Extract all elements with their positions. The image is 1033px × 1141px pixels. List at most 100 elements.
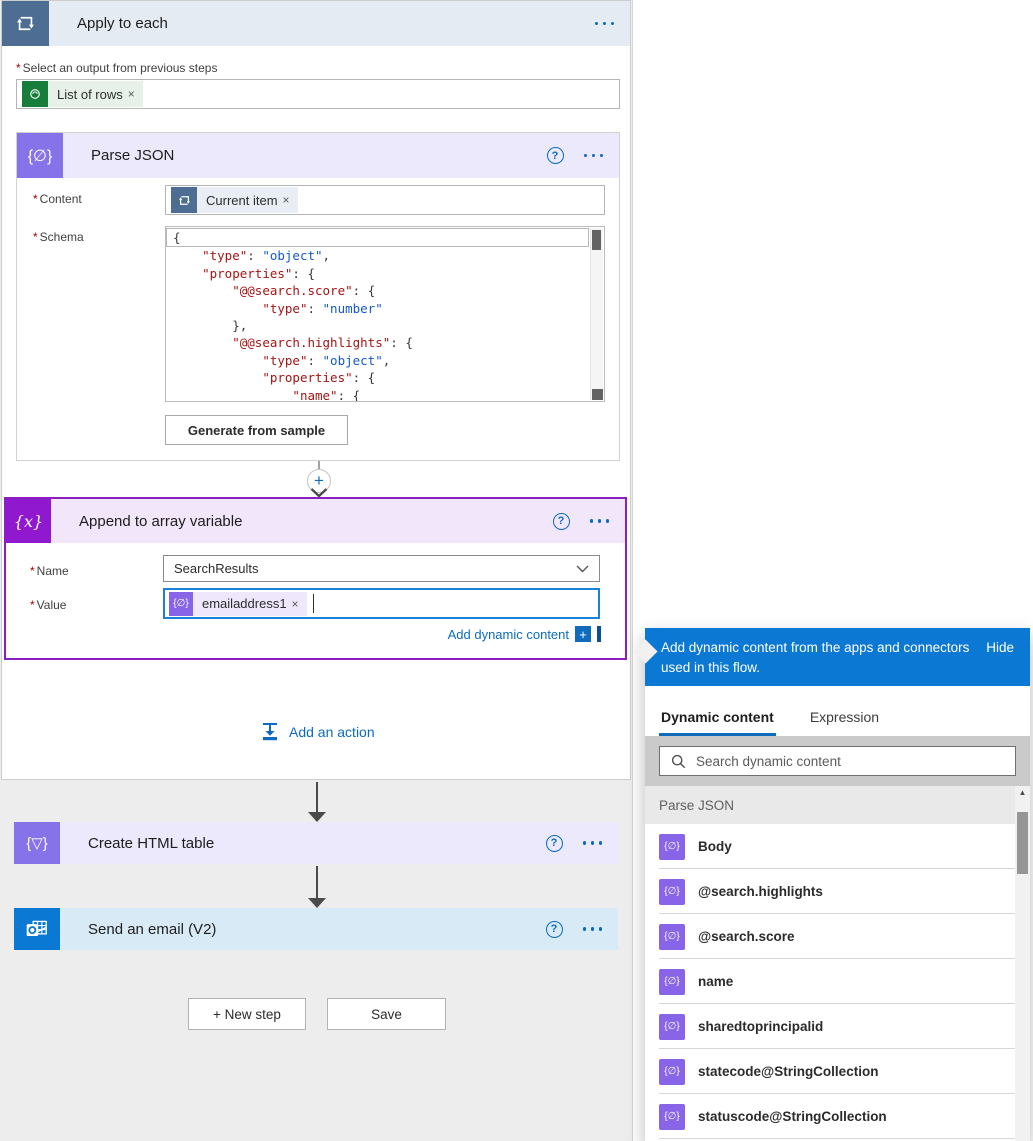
- parse-json-icon: {∅}: [17, 133, 63, 178]
- apply-to-each-container: Apply to each * Select an output from pre…: [1, 0, 631, 780]
- append-menu-icon[interactable]: [589, 519, 609, 523]
- output-input[interactable]: List of rows ×: [16, 79, 620, 109]
- parse-json-token-icon: {∅}: [169, 591, 193, 616]
- dynamic-content-list: {∅} Body {∅} @search.highlights {∅} @sea…: [645, 824, 1015, 1139]
- list-item[interactable]: {∅} sharedtoprincipalid: [645, 1004, 1015, 1049]
- parse-json-card: {∅} Parse JSON ? * Content: [16, 132, 620, 461]
- add-dynamic-content-label: Add dynamic content: [447, 626, 569, 642]
- create-table-menu-icon[interactable]: [582, 841, 602, 845]
- list-of-rows-token[interactable]: List of rows ×: [22, 81, 143, 107]
- remove-token-icon[interactable]: ×: [127, 81, 143, 107]
- parse-json-token-icon: {∅}: [659, 1103, 685, 1130]
- add-an-action-button[interactable]: Add an action: [260, 721, 375, 742]
- panel-tabbar: Dynamic content Expression: [645, 686, 1030, 736]
- outlook-icon: [14, 908, 60, 950]
- schema-code-editor[interactable]: { "type": "object", "properties": { "@@s…: [165, 226, 605, 402]
- list-item[interactable]: {∅} name: [645, 959, 1015, 1004]
- panel-header: Add dynamic content from the apps and co…: [645, 628, 1030, 686]
- add-dynamic-content-button[interactable]: Add dynamic content +: [448, 626, 601, 642]
- dynamic-item-label: @search.score: [698, 929, 795, 944]
- dynamic-item-label: statecode@StringCollection: [698, 1064, 879, 1079]
- list-item[interactable]: {∅} Body: [645, 824, 1015, 869]
- parse-json-token-icon: {∅}: [659, 968, 685, 995]
- search-band: Search dynamic content: [645, 736, 1030, 786]
- list-item[interactable]: {∅} @search.score: [645, 914, 1015, 959]
- create-html-table-card[interactable]: {▽} Create HTML table ?: [14, 822, 618, 864]
- tab-dynamic-content[interactable]: Dynamic content: [659, 709, 776, 736]
- list-item[interactable]: {∅} statecode@StringCollection: [645, 1049, 1015, 1094]
- remove-token-icon[interactable]: ×: [291, 591, 307, 616]
- editor-scrollbar-corner: [592, 389, 603, 400]
- text-cursor: [312, 594, 314, 613]
- content-field-label: * Content: [33, 192, 82, 206]
- dynamic-item-label: @search.highlights: [698, 884, 823, 899]
- save-button[interactable]: Save: [327, 998, 446, 1030]
- append-to-array-header[interactable]: {x} Append to array variable ?: [6, 499, 625, 543]
- variable-name-select[interactable]: SearchResults: [163, 555, 600, 582]
- create-html-table-icon: {▽}: [14, 822, 60, 864]
- add-dynamic-content-plus-icon: +: [575, 626, 591, 642]
- connector-chevron-icon: [310, 488, 328, 498]
- chevron-down-icon: [576, 565, 589, 572]
- schema-editor-code: { "type": "object", "properties": { "@@s…: [166, 228, 589, 401]
- flow-arrow-line: [316, 782, 318, 812]
- dynamic-item-label: name: [698, 974, 734, 989]
- tab-expression[interactable]: Expression: [809, 709, 880, 725]
- content-input[interactable]: Current item ×: [165, 185, 605, 215]
- insert-step-plus-icon[interactable]: +: [307, 469, 331, 493]
- dataverse-icon: [22, 81, 48, 107]
- flow-arrow-line: [316, 866, 318, 898]
- loop-icon: [171, 187, 197, 213]
- parse-json-token-icon: {∅}: [659, 1058, 685, 1085]
- help-icon[interactable]: ?: [552, 512, 570, 530]
- variable-name-value: SearchResults: [174, 561, 259, 576]
- apply-to-each-header[interactable]: Apply to each: [2, 1, 630, 46]
- list-item[interactable]: {∅} @search.highlights: [645, 869, 1015, 914]
- dynamic-item-label: Body: [698, 839, 732, 854]
- help-icon[interactable]: ?: [545, 920, 563, 938]
- panel-header-text: Add dynamic content from the apps and co…: [661, 640, 970, 675]
- scroll-up-icon[interactable]: ▲: [1018, 788, 1027, 797]
- parse-json-token-icon: {∅}: [659, 1013, 685, 1040]
- dynamic-item-label: statuscode@StringCollection: [698, 1109, 887, 1124]
- scrollbar-thumb[interactable]: [1017, 812, 1028, 874]
- add-dynamic-content-toggle-bar: [597, 626, 601, 642]
- variable-value-input[interactable]: {∅} emailaddress1 ×: [163, 588, 600, 619]
- send-email-menu-icon[interactable]: [582, 927, 602, 931]
- send-email-card[interactable]: Send an email (V2) ?: [14, 908, 618, 950]
- output-field-label: * Select an output from previous steps: [16, 61, 218, 75]
- parse-json-menu-icon[interactable]: [583, 153, 603, 158]
- apply-to-each-menu-icon[interactable]: [594, 21, 614, 26]
- list-item[interactable]: {∅} statuscode@StringCollection: [645, 1094, 1015, 1139]
- token-label: Current item: [197, 187, 283, 213]
- search-input[interactable]: Search dynamic content: [659, 746, 1016, 776]
- panel-scrollbar[interactable]: ▲: [1015, 786, 1030, 1141]
- token-label: List of rows: [48, 81, 128, 107]
- add-action-label: Add an action: [289, 723, 375, 740]
- current-item-token[interactable]: Current item ×: [171, 187, 298, 213]
- append-to-array-card: {x} Append to array variable ? * Name Sea…: [4, 497, 627, 660]
- parse-json-header[interactable]: {∅} Parse JSON ?: [17, 133, 619, 178]
- generate-from-sample-button[interactable]: Generate from sample: [165, 415, 348, 445]
- flow-arrow-head: [308, 812, 326, 822]
- remove-token-icon[interactable]: ×: [282, 187, 298, 213]
- add-action-icon: [263, 723, 277, 741]
- dynamic-content-panel: Add dynamic content from the apps and co…: [633, 628, 1030, 1141]
- schema-field-label: * Schema: [33, 230, 84, 244]
- hide-button[interactable]: Hide: [986, 640, 1014, 655]
- parse-json-token-icon: {∅}: [659, 833, 685, 860]
- editor-scrollbar[interactable]: [590, 228, 603, 400]
- search-icon: [671, 754, 686, 768]
- token-label: emailaddress1: [193, 591, 292, 616]
- apply-to-each-loop-icon: [2, 1, 49, 46]
- help-icon[interactable]: ?: [545, 834, 563, 852]
- help-icon[interactable]: ?: [546, 147, 564, 164]
- connector-line: [318, 461, 320, 469]
- variable-icon: {x}: [6, 499, 51, 543]
- emailaddress-token[interactable]: {∅} emailaddress1 ×: [169, 591, 307, 616]
- scrollbar-thumb[interactable]: [592, 230, 601, 250]
- group-header-parse-json: Parse JSON: [645, 786, 1015, 824]
- value-field-label: * Value: [30, 598, 67, 612]
- new-step-button[interactable]: + New step: [188, 998, 306, 1030]
- parse-json-token-icon: {∅}: [659, 923, 685, 950]
